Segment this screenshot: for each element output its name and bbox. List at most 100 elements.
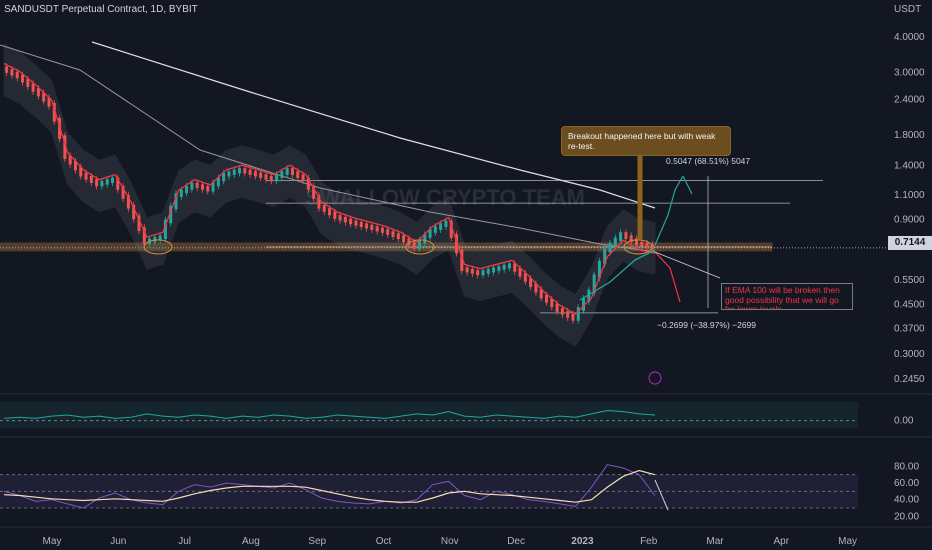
candle-body [428, 229, 432, 238]
candle-body [26, 78, 30, 88]
candle-body [232, 169, 236, 175]
price-tick-label: 0.3700 [894, 323, 925, 334]
candle-body [354, 220, 358, 226]
candle-body [116, 177, 120, 190]
time-tick-label: Jul [178, 536, 191, 547]
candle-body [502, 264, 506, 270]
candle-body [359, 221, 363, 228]
candle-body [174, 193, 178, 210]
candle-body [95, 179, 99, 187]
ema-warning-note[interactable]: If EMA 100 will be broken then good poss… [721, 283, 853, 310]
candle-body [492, 267, 496, 273]
candle-body [132, 204, 136, 220]
candle-body [365, 223, 369, 229]
candle-body [476, 270, 480, 276]
candle-body [306, 177, 310, 190]
candle-body [460, 249, 464, 272]
bull-projection-head [682, 175, 693, 195]
candle-body [545, 294, 548, 303]
breakout-note[interactable]: Breakout happened here but with weak re-… [561, 126, 731, 156]
candle-body [248, 169, 252, 175]
candle-body [296, 171, 300, 179]
support-touch-circle [143, 239, 173, 255]
candle-body [158, 235, 162, 241]
lightning-icon [648, 371, 662, 385]
support-touch-circle [405, 239, 435, 255]
time-tick-label: Nov [441, 536, 459, 547]
candle-body [322, 204, 326, 212]
candle-body [391, 231, 395, 237]
candle-body [566, 311, 570, 318]
candle-body [333, 211, 337, 219]
rsi-line [3, 464, 656, 509]
candle-body [412, 241, 416, 249]
candle-body [222, 172, 226, 182]
candle-body [507, 263, 511, 269]
candle-body [47, 97, 51, 107]
candle-body [449, 220, 453, 238]
candle-body [206, 186, 210, 192]
candle-body [534, 283, 538, 293]
price-tick-label: 2.4000 [894, 95, 925, 106]
candle-body [603, 248, 607, 265]
candle-body [10, 69, 14, 76]
time-tick-label: May [838, 536, 857, 547]
rsi-ma-line [3, 469, 656, 503]
candle-body [640, 241, 644, 247]
osc-tick-label: 0.00 [894, 416, 914, 427]
candle-body [338, 215, 342, 221]
candle-body [375, 226, 379, 232]
candle-body [111, 177, 114, 183]
time-tick-label: Dec [507, 536, 525, 547]
time-tick-label: May [43, 536, 62, 547]
time-tick-label: 2023 [571, 536, 594, 547]
candle-body [634, 238, 638, 246]
upside-measure-label: 0.5047 (68.51%) 5047 [666, 156, 751, 166]
time-tick-label: Feb [640, 536, 658, 547]
time-tick-label: Mar [706, 536, 724, 547]
candle-body [433, 226, 437, 233]
candle-body [386, 229, 390, 235]
bear-projection [654, 251, 681, 303]
candle-body [417, 239, 421, 249]
candle-body [518, 268, 522, 277]
ema-short-line [3, 62, 656, 315]
time-tick-label: Oct [376, 536, 392, 547]
candle-body [243, 168, 247, 174]
candle-body [185, 186, 189, 194]
candle-body [290, 168, 294, 175]
candle-body [380, 227, 384, 233]
candle-body [486, 268, 490, 274]
candle-body [5, 66, 9, 73]
candle-body [608, 242, 612, 253]
candle-body [571, 314, 575, 321]
candle-body [169, 205, 173, 224]
candle-body [58, 118, 62, 139]
time-tick-label: Aug [242, 536, 260, 547]
candle-body [629, 235, 633, 243]
candle-body [100, 180, 104, 187]
candle-body [89, 175, 93, 183]
candle-body [497, 266, 501, 272]
candle-body [645, 242, 649, 248]
candle-body [465, 267, 469, 273]
candle-body [402, 235, 406, 243]
candle-body [328, 208, 331, 216]
candle-body [195, 182, 199, 188]
candle-body [68, 155, 72, 165]
candle-body [105, 179, 109, 185]
price-tick-label: 0.5500 [894, 275, 925, 286]
candle-body [227, 171, 231, 177]
candle-body [280, 171, 284, 179]
watermark-text: SWALLOW CRYPTO TEAM [305, 185, 585, 210]
candle-body [142, 227, 146, 244]
candle-body [370, 224, 374, 230]
candle-body [550, 299, 554, 308]
candle-body [343, 216, 347, 223]
ma-200-line [91, 41, 656, 209]
currency-label: USDT [894, 4, 922, 15]
candle-body [84, 172, 88, 180]
rsi-projection [654, 479, 669, 511]
current-price-badge: 0.7144 [888, 236, 932, 250]
